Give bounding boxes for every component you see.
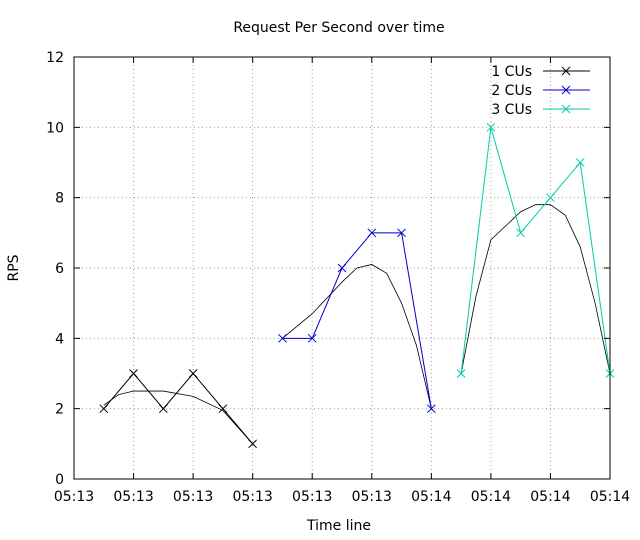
data-point xyxy=(248,439,258,449)
x-tick-label: 05:13 xyxy=(173,489,213,505)
x-tick-label: 05:13 xyxy=(292,489,332,505)
legend: 1 CUs 2 CUs 3 CUs xyxy=(491,64,590,118)
y-tick-label: 10 xyxy=(46,120,64,136)
data-point xyxy=(426,404,436,414)
legend-label: 3 CUs xyxy=(491,102,532,118)
x-tick-label: 05:13 xyxy=(352,489,392,505)
x-tick-label: 05:14 xyxy=(411,489,451,505)
x-tick-label: 05:13 xyxy=(113,489,153,505)
data-point xyxy=(546,193,555,203)
x-tick-label: 05:13 xyxy=(54,489,94,505)
y-tick-label: 4 xyxy=(55,331,64,347)
data-point xyxy=(486,122,496,132)
data-point xyxy=(158,404,168,414)
axis-ticks: 0 2 4 6 8 10 12 05:13 05:13 05:13 05:13 05:13 05:13 0… xyxy=(46,50,630,505)
legend-label: 2 CUs xyxy=(491,83,532,99)
chart-title: Request Per Second over time xyxy=(233,20,444,36)
y-axis-label: RPS xyxy=(6,254,22,281)
data-series xyxy=(99,122,615,449)
y-tick-label: 2 xyxy=(55,402,64,418)
legend-marker xyxy=(561,104,571,114)
data-point xyxy=(337,263,347,273)
y-tick-label: 8 xyxy=(55,191,64,207)
data-point xyxy=(188,369,198,378)
data-point xyxy=(516,228,526,238)
data-point xyxy=(218,404,228,414)
data-point xyxy=(278,333,287,343)
trend-line xyxy=(460,204,611,374)
x-tick-label: 05:13 xyxy=(232,489,272,505)
data-point xyxy=(456,369,466,378)
y-tick-label: 12 xyxy=(46,50,64,66)
trend-lines xyxy=(103,204,611,445)
data-point xyxy=(367,228,377,238)
legend-marker xyxy=(561,85,571,95)
data-point xyxy=(99,404,109,414)
y-tick-label: 6 xyxy=(55,261,64,277)
x-tick-label: 05:14 xyxy=(590,489,630,505)
x-tick-label: 05:14 xyxy=(530,489,570,505)
legend-label: 1 CUs xyxy=(491,64,532,80)
series-line-3 xyxy=(460,127,611,374)
trend-line xyxy=(282,264,432,409)
x-tick-label: 05:14 xyxy=(471,489,511,505)
data-point xyxy=(307,333,317,343)
data-point xyxy=(575,158,585,167)
legend-marker xyxy=(561,66,571,76)
series-line-2 xyxy=(282,232,432,409)
data-point xyxy=(129,369,138,378)
trend-line xyxy=(103,390,253,445)
y-tick-label: 0 xyxy=(55,472,64,488)
x-axis-label: Time line xyxy=(306,518,371,534)
series-line-1 xyxy=(103,372,254,445)
data-point xyxy=(397,228,406,238)
